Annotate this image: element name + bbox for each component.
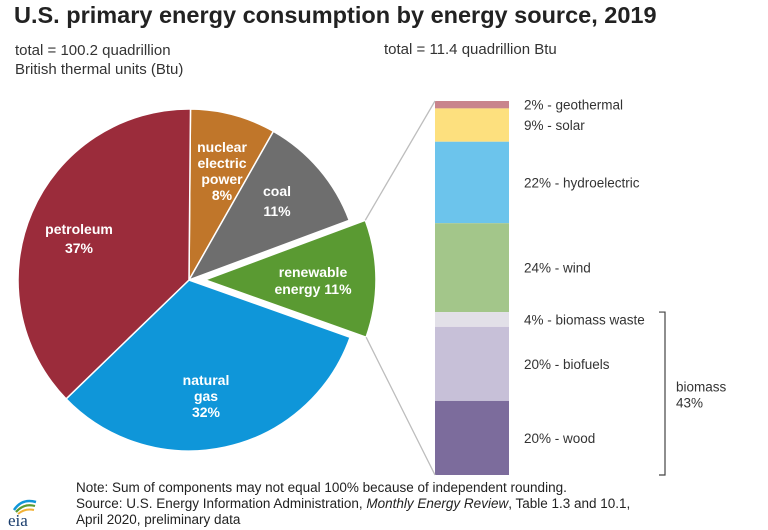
- source-date: April 2020, preliminary data: [76, 512, 241, 527]
- eia-logo-text: eia: [8, 511, 28, 528]
- pie-label-natural: natural gas 32%: [183, 372, 230, 420]
- note-text: Note: Sum of components may not equal 10…: [76, 480, 567, 495]
- bar-label-biomass-waste: 4% - biomass waste: [524, 312, 645, 327]
- pie-slice-coal: [187, 130, 351, 282]
- source-part-2: , Table 1.3 and 10.1,: [508, 496, 631, 511]
- footnote: Note: Sum of components may not equal 10…: [76, 480, 630, 528]
- pie-total-line-2: British thermal units (Btu): [15, 61, 184, 78]
- bar-segment-hydroelectric: [435, 141, 509, 224]
- bar-segment-wind: [435, 223, 509, 313]
- pie-slice-natural: [65, 279, 352, 452]
- bar-label-geothermal: 2% - geothermal: [524, 98, 623, 113]
- bar-total-label: total = 11.4 quadrillion Btu: [384, 41, 557, 58]
- bar-segment-wood: [435, 400, 509, 475]
- eia-logo-icon: eia: [8, 499, 37, 528]
- pie-label-petroleum: petroleum 37%: [45, 221, 113, 256]
- bar-label-wood: 20% - wood: [524, 431, 595, 446]
- biomass-group-label: biomass 43%: [676, 380, 727, 411]
- source-italic: Monthly Energy Review: [366, 496, 509, 511]
- bar-segment-geothermal: [435, 101, 509, 109]
- bar-segment-biofuels: [435, 326, 509, 401]
- bar-label-hydroelectric: 22% - hydroelectric: [524, 175, 640, 190]
- bar-segment-biomass-waste: [435, 312, 509, 327]
- pie-label-renewable: renewable energy 11%: [274, 264, 352, 297]
- source-part-1: Source: U.S. Energy Information Administ…: [76, 496, 367, 511]
- chart-title: U.S. primary energy consumption by energ…: [14, 2, 657, 28]
- pie-total-label: total = 100.2 quadrillion British therma…: [15, 41, 183, 79]
- pie-label-coal: coal 11%: [263, 183, 291, 219]
- pie-label-nuclear: nuclear electric power 8%: [197, 139, 247, 203]
- connector-line-top: [364, 100, 436, 221]
- source-text: Source: U.S. Energy Information Administ…: [76, 496, 630, 512]
- pie-slice-petroleum: [17, 108, 192, 400]
- bar-label-wind: 24% - wind: [524, 261, 591, 276]
- biomass-bracket: [659, 311, 666, 476]
- pie-slice-renewable: [202, 219, 377, 339]
- pie-total-line-1: total = 100.2 quadrillion: [15, 42, 171, 59]
- bar-label-biofuels: 20% - biofuels: [524, 357, 610, 372]
- connector-line-bottom: [365, 336, 436, 476]
- bar-segment-solar: [435, 108, 509, 142]
- bar-label-solar: 9% - solar: [524, 118, 585, 133]
